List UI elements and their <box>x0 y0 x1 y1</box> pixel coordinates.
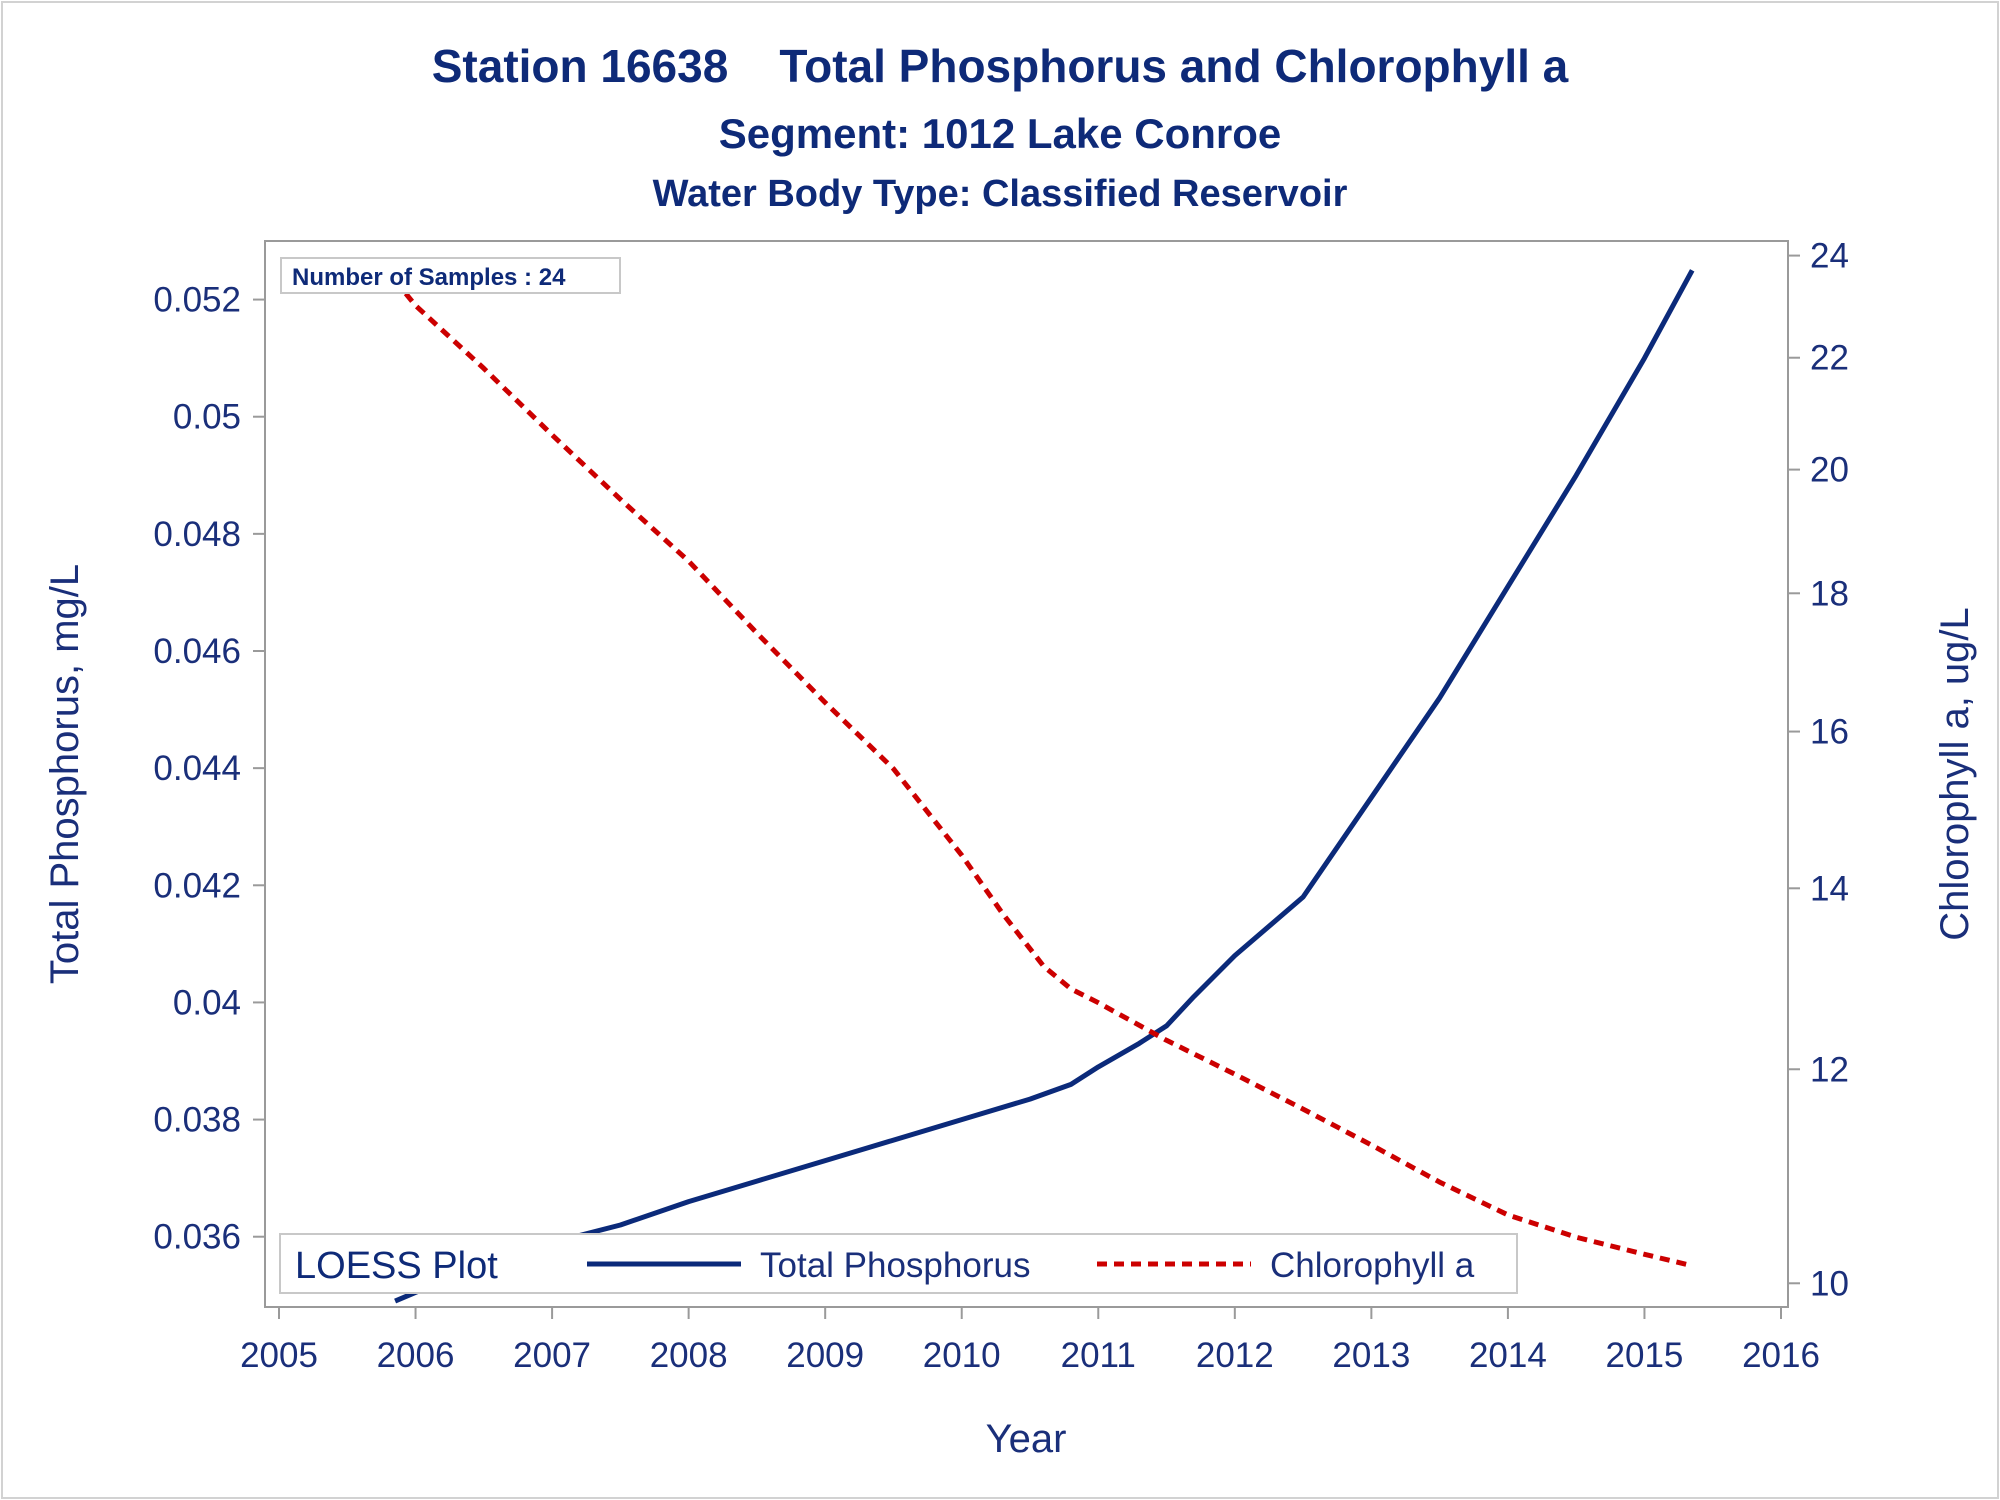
y-axis-left: 0.036 0.038 0.04 0.042 0.044 0.046 0.048 0.05 0.… <box>153 281 265 1257</box>
sample-count-text: Number of Samples : 24 <box>292 264 566 291</box>
y-tick-label: 0.046 <box>153 632 241 671</box>
y-tick-label: 0.044 <box>153 749 241 788</box>
y2-axis-label: Chlorophyll a, ug/L <box>1933 607 1977 941</box>
y2-tick-label: 14 <box>1810 869 1849 908</box>
x-tick-label: 2012 <box>1196 1336 1274 1375</box>
y-axis-right: 10 12 14 16 18 20 22 24 <box>1788 237 1849 1303</box>
y2-tick-label: 16 <box>1810 713 1849 752</box>
legend-label-phosphorus: Total Phosphorus <box>760 1246 1030 1285</box>
chart-title: Station 16638 Total Phosphorus and Chlor… <box>432 40 1569 92</box>
x-tick-label: 2016 <box>1742 1336 1820 1375</box>
sample-count-inset: Number of Samples : 24 <box>280 257 621 294</box>
y-tick-label: 0.038 <box>153 1101 241 1140</box>
sample-count-box <box>280 257 621 294</box>
legend-label-chlorophyll: Chlorophyll a <box>1270 1246 1475 1285</box>
x-tick-label: 2013 <box>1332 1336 1410 1375</box>
x-tick-label: 2007 <box>513 1336 591 1375</box>
x-tick-label: 2014 <box>1469 1336 1547 1375</box>
x-axis-label: Year <box>986 1417 1067 1461</box>
y2-tick-label: 22 <box>1810 339 1849 378</box>
y-tick-label: 0.05 <box>173 398 241 437</box>
chart-subtitle-waterbody: Water Body Type: Classified Reservoir <box>653 173 1348 215</box>
y-tick-label: 0.048 <box>153 515 241 554</box>
y2-tick-label: 24 <box>1810 237 1849 276</box>
y-axis-label: Total Phosphorus, mg/L <box>43 564 87 984</box>
x-tick-label: 2005 <box>240 1336 318 1375</box>
y2-tick-label: 18 <box>1810 574 1849 613</box>
y2-tick-label: 20 <box>1810 451 1849 490</box>
legend: LOESS Plot Total Phosphorus Chlorophyll … <box>279 1233 1518 1294</box>
x-tick-label: 2009 <box>786 1336 864 1375</box>
legend-title: LOESS Plot <box>295 1245 498 1287</box>
plot-area <box>264 240 1789 1308</box>
series-layer <box>393 269 1695 1304</box>
y-tick-label: 0.042 <box>153 866 241 905</box>
series-line-chlorophyll-a <box>393 278 1693 1269</box>
y-tick-label: 0.052 <box>153 281 241 320</box>
x-tick-label: 2011 <box>1061 1336 1136 1375</box>
x-tick-label: 2006 <box>377 1336 455 1375</box>
y-tick-label: 0.04 <box>173 983 241 1022</box>
chart-subtitle-segment: Segment: 1012 Lake Conroe <box>719 110 1282 157</box>
y2-tick-label: 10 <box>1810 1264 1849 1303</box>
x-tick-label: 2008 <box>650 1336 728 1375</box>
y2-tick-label: 12 <box>1810 1050 1849 1089</box>
x-axis: 2005 2006 2007 2008 2009 2010 2011 2012 2013 2014… <box>240 1307 1820 1375</box>
x-tick-label: 2015 <box>1606 1336 1684 1375</box>
x-tick-label: 2010 <box>923 1336 1001 1375</box>
series-line-total-phosphorus <box>394 269 1695 1304</box>
legend-box <box>279 1233 1518 1294</box>
y-tick-label: 0.036 <box>153 1218 241 1257</box>
